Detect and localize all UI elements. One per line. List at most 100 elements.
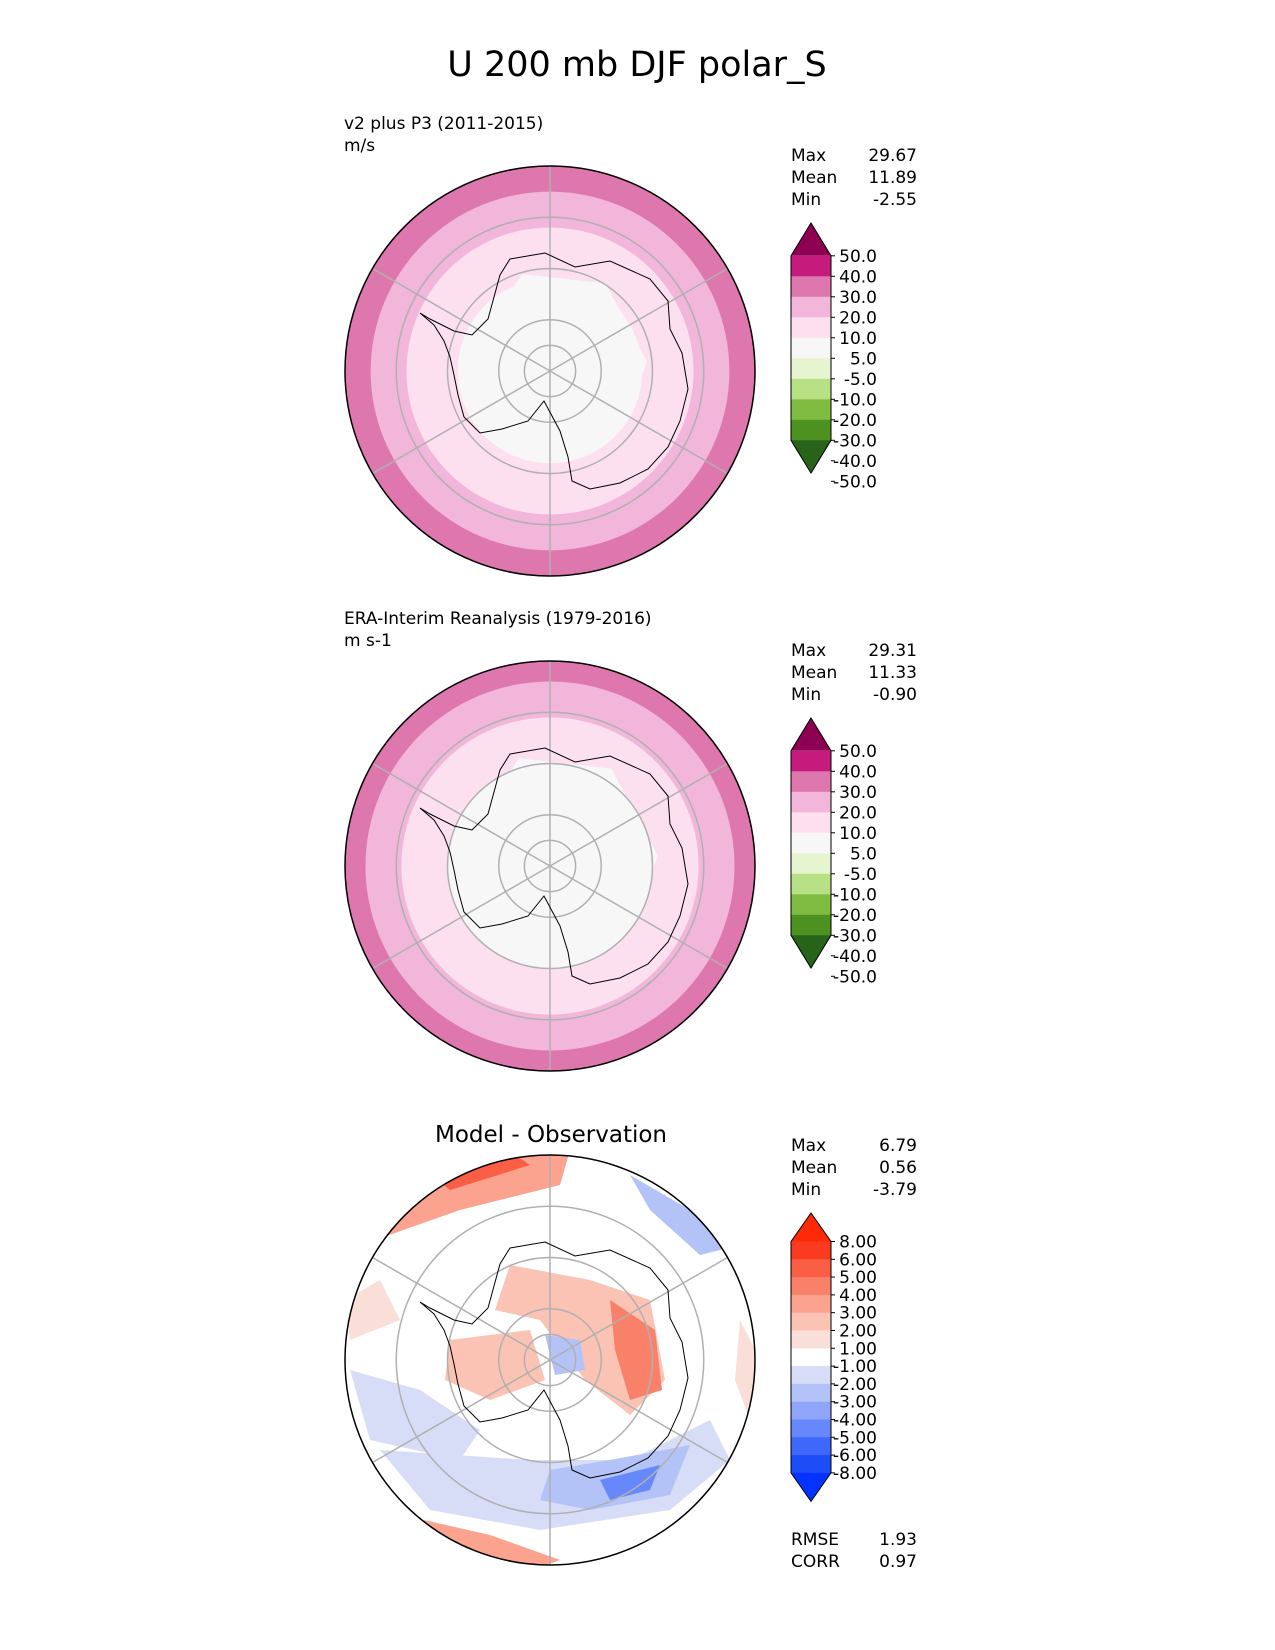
colorbar-tick-label: -6.00 bbox=[833, 1446, 877, 1466]
meridian-line bbox=[372, 1256, 551, 1361]
colorbar-tick-label: 1.00 bbox=[839, 1339, 877, 1359]
colorbar-tick-label: -10.0 bbox=[833, 390, 877, 410]
stat-min-label: Min bbox=[791, 1180, 821, 1200]
meridian-line bbox=[549, 762, 728, 867]
colorbar-segment bbox=[791, 1330, 831, 1349]
antarctica-coastline bbox=[419, 252, 689, 490]
panel-test-stats: Max 29.67 Mean 11.89 Min -2.55 bbox=[791, 146, 917, 210]
panel-diff-colorbar: 8.006.005.004.003.002.001.00-1.00-2.00-3… bbox=[790, 1212, 877, 1503]
colorbar-tick-label: -5.0 bbox=[844, 370, 877, 390]
colorbar-tick-label: 20.0 bbox=[839, 803, 877, 823]
colorbar-segment bbox=[791, 399, 831, 421]
colorbar-tick-label: 40.0 bbox=[839, 762, 877, 782]
figure-title: U 200 mb DJF polar_S bbox=[447, 45, 827, 85]
stat-mean-label: Mean bbox=[791, 663, 837, 683]
colorbar-tick-label: 6.00 bbox=[839, 1250, 877, 1270]
colorbar-tick-label: -8.00 bbox=[833, 1464, 877, 1484]
colorbar-segment bbox=[791, 419, 831, 441]
field-positive bbox=[345, 1280, 400, 1340]
colorbar-segment bbox=[791, 276, 831, 298]
stat-max-value: 29.67 bbox=[868, 146, 917, 166]
stat-max-label: Max bbox=[791, 146, 826, 166]
panel-reference-units: m s-1 bbox=[344, 631, 392, 651]
panel-test: v2 plus P3 (2011-2015) m/s Max 29.67 Mea… bbox=[344, 114, 917, 577]
stat-mean-value: 0.56 bbox=[879, 1158, 917, 1178]
field-positive bbox=[445, 1330, 545, 1400]
colorbar-tick-label: 5.0 bbox=[850, 349, 877, 369]
colorbar-tick-label: 50.0 bbox=[839, 742, 877, 762]
colorbar-segment bbox=[791, 1455, 831, 1474]
colorbar-tick-label: -40.0 bbox=[833, 947, 877, 967]
colorbar-tick-label: -5.0 bbox=[844, 865, 877, 885]
colorbar-segment bbox=[791, 317, 831, 339]
meridian-line bbox=[549, 865, 728, 970]
colorbar-tick-label: 50.0 bbox=[839, 247, 877, 267]
meridian-line bbox=[549, 267, 728, 372]
colorbar-segment bbox=[791, 1241, 831, 1260]
colorbar-extend-min bbox=[791, 935, 831, 969]
colorbar-tick-label: 30.0 bbox=[839, 783, 877, 803]
colorbar-extend-max bbox=[791, 718, 831, 751]
panel-reference: ERA-Interim Reanalysis (1979-2016) m s-1… bbox=[344, 609, 917, 1072]
field-positive bbox=[375, 1155, 570, 1240]
colorbar-segment bbox=[791, 832, 831, 854]
colorbar-segment bbox=[791, 791, 831, 813]
meridian-line bbox=[549, 370, 728, 475]
panel-test-units: m/s bbox=[344, 136, 375, 156]
stat-min-value: -0.90 bbox=[873, 685, 917, 705]
colorbar-tick-label: 30.0 bbox=[839, 288, 877, 308]
stat-mean-label: Mean bbox=[791, 168, 837, 188]
stat-min-value: -3.79 bbox=[873, 1180, 917, 1200]
colorbar-segment bbox=[791, 750, 831, 772]
graticule bbox=[372, 166, 728, 576]
stat-min-value: -2.55 bbox=[873, 190, 917, 210]
colorbar-segment bbox=[791, 337, 831, 359]
colorbar-segment bbox=[791, 853, 831, 875]
colorbar-segment bbox=[791, 894, 831, 916]
stat-max-value: 6.79 bbox=[879, 1136, 917, 1156]
panel-reference-stats: Max 29.31 Mean 11.33 Min -0.90 bbox=[791, 641, 917, 705]
panel-reference-map bbox=[344, 660, 756, 1072]
metric-rmse-label: RMSE bbox=[791, 1530, 839, 1550]
colorbar-segment bbox=[791, 771, 831, 793]
colorbar-tick-label: 2.00 bbox=[839, 1321, 877, 1341]
map-field bbox=[345, 1155, 755, 1565]
colorbar-tick-label: -50.0 bbox=[833, 472, 877, 492]
stat-max-label: Max bbox=[791, 641, 826, 661]
colorbar-segment bbox=[791, 1366, 831, 1385]
colorbar-tick-label: -5.00 bbox=[833, 1428, 877, 1448]
colorbar-segment bbox=[791, 1312, 831, 1331]
stat-mean-value: 11.89 bbox=[868, 168, 917, 188]
panel-diff-map bbox=[344, 1154, 756, 1566]
colorbar-tick-label: 4.00 bbox=[839, 1286, 877, 1306]
colorbar-extend-min bbox=[791, 1472, 831, 1502]
field-positive bbox=[610, 1300, 662, 1400]
panel-diff-title: Model - Observation bbox=[435, 1122, 667, 1148]
metric-corr-label: CORR bbox=[791, 1552, 840, 1572]
colorbar-tick-label: -30.0 bbox=[833, 431, 877, 451]
colorbar-tick-label: 20.0 bbox=[839, 308, 877, 328]
stat-max-value: 29.31 bbox=[868, 641, 917, 661]
colorbar-extend-max bbox=[791, 223, 831, 256]
meridian-line bbox=[372, 762, 551, 867]
stat-mean-value: 11.33 bbox=[868, 663, 917, 683]
colorbar-segment bbox=[791, 914, 831, 936]
panel-diff-stats: Max 6.79 Mean 0.56 Min -3.79 bbox=[791, 1136, 917, 1200]
meridian-line bbox=[549, 1359, 728, 1464]
panel-reference-colorbar: 50.040.030.020.010.05.0-5.0-10.0-20.0-30… bbox=[790, 717, 877, 987]
meridian-line bbox=[372, 1359, 551, 1464]
meridian-line bbox=[372, 370, 551, 475]
panel-test-colorbar: 50.040.030.020.010.05.0-5.0-10.0-20.0-30… bbox=[790, 222, 877, 492]
colorbar-tick-label: -40.0 bbox=[833, 452, 877, 472]
panel-diff: Model - Observation Max 6.79 Mean 0.56 M… bbox=[344, 1122, 917, 1572]
colorbar-segment bbox=[791, 812, 831, 834]
colorbar-segment bbox=[791, 1437, 831, 1456]
meridian-line bbox=[372, 267, 551, 372]
colorbar-tick-label: -20.0 bbox=[833, 411, 877, 431]
colorbar-segment bbox=[791, 873, 831, 895]
antarctica-coastline bbox=[419, 747, 689, 985]
stat-max-label: Max bbox=[791, 1136, 826, 1156]
panel-test-map bbox=[344, 165, 756, 577]
colorbar-extend-max bbox=[791, 1213, 831, 1242]
